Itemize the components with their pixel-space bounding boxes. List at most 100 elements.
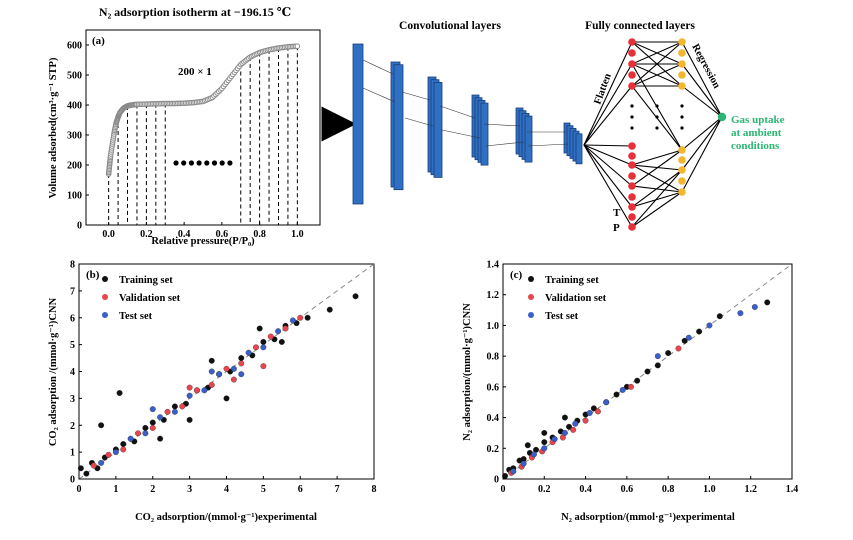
x-tick-label: 4 — [224, 484, 229, 495]
regression-label: Regression — [689, 42, 722, 90]
y-tick-label: 300 — [67, 131, 82, 142]
fc-node-yellow — [678, 60, 686, 68]
output-node — [717, 112, 727, 122]
x-tick-label: 0.4 — [579, 484, 592, 495]
test-point — [737, 310, 744, 317]
test-point — [186, 392, 193, 399]
y-tick-label: 500 — [67, 71, 82, 82]
legend-marker-test — [528, 312, 534, 318]
training-point — [613, 391, 620, 398]
panel-a-annotation: 200 × 1 — [178, 66, 212, 78]
output-line-3: conditions — [731, 140, 780, 152]
training-point — [256, 325, 263, 332]
fc-ellipsis-dot — [655, 126, 659, 130]
y-tick-label: 6 — [70, 313, 75, 324]
ellipsis-dot — [227, 160, 233, 166]
conv-feature-map — [352, 43, 364, 205]
flatten-edge — [583, 41, 633, 146]
training-point — [223, 395, 230, 402]
x-tick-label: 2 — [150, 484, 155, 495]
training-point — [541, 439, 548, 446]
x-tick-label: 0 — [77, 484, 82, 495]
training-point — [665, 350, 672, 357]
fc-node-red — [628, 152, 636, 160]
validation-point — [135, 430, 141, 437]
training-point — [696, 328, 703, 335]
training-point — [326, 306, 333, 313]
ellipsis-dot — [211, 160, 218, 166]
fc-node-yellow — [678, 177, 686, 185]
validation-point — [208, 381, 215, 388]
isotherm-point — [294, 43, 301, 50]
conv-feature-map — [480, 102, 489, 166]
training-point — [654, 362, 661, 369]
ellipsis-dot — [196, 160, 202, 166]
x-tick-label: 3 — [187, 484, 192, 495]
panel-c-legend: Training set Validation set Test set — [528, 275, 607, 322]
test-point — [201, 387, 208, 394]
test-point — [619, 386, 626, 393]
y-tick-label: 0.2 — [487, 444, 500, 455]
y-tick-label: 3 — [70, 394, 75, 405]
test-point — [551, 436, 558, 443]
y-tick-label: 100 — [67, 191, 82, 202]
fc-node-red — [628, 142, 636, 150]
y-tick-label: 1 — [70, 448, 75, 459]
y-tick-label: 0 — [70, 475, 75, 486]
test-point — [751, 304, 758, 310]
fc-node-red — [628, 38, 636, 46]
y-tick-label: 4 — [70, 367, 75, 378]
fc-edge — [631, 41, 683, 87]
training-point — [352, 293, 359, 300]
fc-edge — [631, 63, 683, 87]
fc-edge — [631, 41, 683, 65]
fc-edge — [631, 149, 683, 166]
x-tick-label: 0.0 — [102, 229, 115, 240]
test-point — [238, 371, 245, 378]
conv-blocks — [352, 43, 583, 205]
regression-edge — [681, 63, 723, 118]
validation-point — [105, 451, 112, 458]
regression-edge — [681, 116, 723, 171]
conv-link — [362, 59, 394, 75]
panel-a-frame — [85, 29, 321, 226]
panel-b-xlabel: CO₂ adsorption/(mmol·g⁻¹)experimental — [135, 512, 317, 523]
fc-edge — [631, 191, 683, 208]
fc-ellipsis-dot — [680, 126, 684, 130]
fc-node-yellow — [678, 38, 686, 46]
validation-point — [267, 333, 274, 340]
x-tick-label: 0 — [501, 484, 506, 495]
test-point — [275, 328, 282, 335]
y-tick-label: 5 — [70, 340, 75, 351]
test-point — [706, 322, 713, 329]
flatten-edge — [583, 144, 633, 228]
legend-marker-validation — [528, 294, 534, 300]
validation-point — [90, 462, 97, 469]
legend-marker-training — [102, 276, 108, 282]
x-tick-label: 0.2 — [140, 229, 153, 240]
x-tick-label: 7 — [335, 484, 340, 495]
flatten-edge — [583, 144, 633, 208]
y-tick-label: 2 — [70, 421, 75, 432]
output-text: Gas uptake at ambient conditions — [731, 114, 785, 152]
conv-link — [485, 141, 525, 147]
fc-node-red — [628, 60, 636, 68]
output-line-1: Gas uptake — [731, 114, 785, 126]
panel-c-n2-parity: 0 0.2 0.4 0.6 0.8 1.0 1.2 1.4 0 0.2 0.4 0.6 0.8 1.0 1.… — [462, 260, 798, 524]
fc-edge — [631, 169, 683, 208]
panel-b-ticks: 0 1 2 3 4 5 6 7 8 0 1 2 3 4 5 6 7 8 — [70, 260, 377, 496]
validation-point — [253, 344, 259, 351]
validation-point — [164, 408, 171, 415]
ellipsis-dot — [181, 160, 187, 166]
conv-layers-title: Convolutional layers — [399, 20, 501, 32]
test-point — [98, 459, 105, 466]
fc-node-yellow — [678, 71, 686, 79]
x-tick-label: 1 — [113, 484, 118, 495]
regression-edge — [681, 41, 723, 118]
training-point — [77, 465, 84, 472]
x-tick-label: 8 — [372, 484, 377, 495]
fc-ellipsis-dot — [680, 104, 684, 108]
output-line-2: at ambient — [731, 127, 782, 139]
flatten-edge — [583, 144, 633, 166]
fc-node-red — [628, 182, 636, 190]
